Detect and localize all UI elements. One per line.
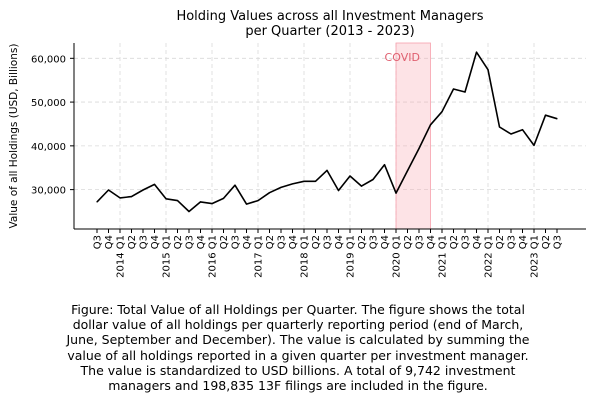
x-tick-label: Q2 [541, 235, 552, 249]
chart-title-line2: per Quarter (2013 - 2023) [245, 24, 414, 39]
x-tick-label: Q2 [357, 235, 368, 249]
data-point [268, 192, 271, 194]
x-tick-label: Q3 [277, 235, 288, 249]
data-point [130, 196, 133, 198]
data-point [107, 189, 110, 191]
x-tick-label: 2015 Q1 [162, 235, 173, 278]
y-axis-label: Value of all Holdings (USD, Billions) [8, 44, 20, 229]
x-tick-label: 2017 Q1 [254, 235, 265, 278]
x-tick-label: 2021 Q1 [438, 235, 449, 278]
data-point [395, 192, 397, 194]
x-tick-label: Q4 [288, 235, 299, 249]
y-tick-label: 40,000 [31, 142, 66, 153]
x-ticks: Q3 Q4 2014 Q1 Q2 Q3 Q4 2015 Q1 Q2 Q3 Q4 2016 Q1 Q2 Q… [93, 229, 564, 278]
x-tick-label: 2014 Q1 [116, 235, 127, 278]
data-point [349, 175, 351, 177]
data-point [487, 69, 489, 71]
data-point [291, 183, 294, 185]
data-point [303, 180, 305, 182]
x-tick-label: Q2 [127, 235, 138, 249]
y-ticks: 30,000 40,000 50,000 60,000 [31, 54, 74, 197]
data-point [406, 170, 409, 172]
series-line [96, 51, 558, 213]
data-point [337, 189, 340, 192]
data-point [245, 203, 248, 205]
data-point [556, 118, 558, 120]
data-point [257, 199, 259, 202]
data-point [498, 126, 501, 128]
x-tick-label: 2016 Q1 [208, 235, 219, 278]
x-tick-label: Q4 [426, 235, 437, 249]
grid-lines [74, 43, 586, 229]
data-point [234, 184, 236, 186]
x-tick-label: Q4 [150, 235, 161, 249]
x-tick-label: Q3 [461, 235, 472, 249]
x-tick-label: Q3 [185, 235, 196, 249]
data-point [199, 201, 202, 203]
x-tick-label: Q3 [323, 235, 334, 249]
data-point [314, 180, 317, 182]
data-point [521, 129, 524, 131]
x-tick-label: Q3 [553, 235, 564, 249]
x-tick-label: Q2 [173, 235, 184, 249]
data-point [372, 178, 374, 181]
data-point [326, 169, 328, 171]
x-tick-label: 2023 Q1 [530, 235, 541, 278]
data-point [211, 203, 213, 205]
x-tick-label: Q2 [311, 235, 322, 249]
x-tick-label: 2019 Q1 [346, 235, 357, 278]
data-point [429, 124, 432, 126]
x-tick-label: Q3 [231, 235, 242, 249]
x-tick-label: Q4 [380, 235, 391, 249]
x-tick-label: Q4 [196, 235, 207, 249]
x-tick-label: Q4 [242, 235, 253, 249]
x-tick-label: Q3 [507, 235, 518, 249]
x-tick-label: 2018 Q1 [300, 235, 311, 278]
y-tick-label: 30,000 [31, 186, 66, 197]
data-point [544, 114, 547, 116]
data-point [165, 198, 167, 200]
data-point [153, 183, 156, 185]
series [96, 51, 558, 213]
line-chart: Holding Values across all Investment Man… [8, 9, 586, 278]
data-point [383, 164, 386, 166]
x-tick-label: Q3 [369, 235, 380, 249]
data-point [418, 147, 420, 150]
covid-annotation: COVID [385, 51, 420, 64]
x-tick-label: Q3 [93, 235, 104, 249]
x-tick-label: Q3 [139, 235, 150, 249]
data-point [142, 189, 144, 191]
data-point [176, 199, 179, 202]
data-point [475, 51, 478, 53]
x-tick-label: Q4 [472, 235, 483, 249]
x-tick-label: Q3 [415, 235, 426, 249]
x-tick-label: Q2 [219, 235, 230, 249]
y-tick-label: 60,000 [31, 54, 66, 65]
x-tick-label: 2020 Q1 [392, 235, 403, 278]
x-tick-label: Q2 [495, 235, 506, 249]
data-point [188, 210, 190, 213]
data-point [119, 197, 121, 199]
data-point [360, 185, 363, 187]
data-point [533, 144, 535, 147]
data-point [96, 201, 98, 203]
chart-title-line1: Holding Values across all Investment Man… [176, 9, 483, 24]
data-point [441, 111, 443, 113]
x-tick-label: Q4 [334, 235, 345, 249]
data-point [510, 133, 512, 135]
x-tick-label: Q4 [104, 235, 115, 249]
data-point [452, 88, 455, 90]
x-tick-label: 2022 Q1 [484, 235, 495, 278]
data-point [280, 186, 282, 189]
axes [73, 43, 586, 230]
x-tick-label: Q2 [449, 235, 460, 249]
y-tick-label: 50,000 [31, 98, 66, 109]
x-tick-label: Q2 [403, 235, 414, 249]
x-tick-label: Q2 [265, 235, 276, 249]
figure-caption: Figure: Total Value of all Holdings per … [66, 302, 530, 394]
data-point [222, 197, 225, 199]
data-point [464, 91, 466, 93]
x-tick-label: Q4 [518, 235, 529, 249]
